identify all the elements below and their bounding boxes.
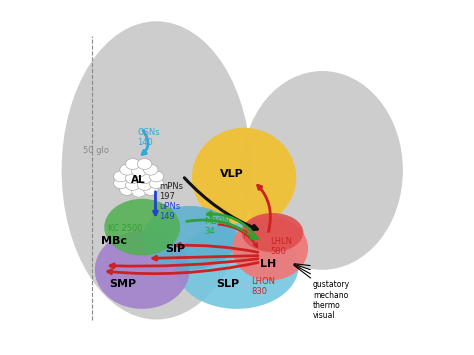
Text: LHLN
580: LHLN 580 xyxy=(270,237,292,256)
Ellipse shape xyxy=(62,21,251,320)
Ellipse shape xyxy=(95,231,190,309)
Circle shape xyxy=(149,171,164,182)
Circle shape xyxy=(126,173,140,184)
Ellipse shape xyxy=(232,217,308,280)
Text: LHON
830: LHON 830 xyxy=(251,277,275,296)
Text: SMP: SMP xyxy=(109,279,137,289)
Text: MBON
34: MBON 34 xyxy=(204,217,230,236)
Ellipse shape xyxy=(175,224,299,309)
Text: gustatory
mechano
thermo
visual: gustatory mechano thermo visual xyxy=(313,280,350,320)
Circle shape xyxy=(132,166,146,177)
Text: LH: LH xyxy=(260,260,276,269)
Text: 50 glo: 50 glo xyxy=(83,146,109,155)
Text: ?: ? xyxy=(241,230,246,240)
Text: SLP: SLP xyxy=(216,279,239,289)
Ellipse shape xyxy=(242,213,303,252)
Text: OSNs
140: OSNs 140 xyxy=(137,128,160,147)
Text: SIP: SIP xyxy=(165,244,185,253)
Ellipse shape xyxy=(104,199,180,256)
Text: mPNs
197: mPNs 197 xyxy=(159,182,183,201)
Text: AL: AL xyxy=(131,175,146,185)
Text: MBc: MBc xyxy=(101,236,127,246)
Circle shape xyxy=(126,180,140,190)
Ellipse shape xyxy=(242,71,403,270)
Text: VLP: VLP xyxy=(220,169,244,179)
Circle shape xyxy=(149,178,164,189)
Circle shape xyxy=(114,178,128,189)
Circle shape xyxy=(120,164,134,175)
Circle shape xyxy=(137,159,152,169)
Circle shape xyxy=(126,159,140,169)
Ellipse shape xyxy=(192,128,296,227)
Ellipse shape xyxy=(142,206,237,270)
Circle shape xyxy=(114,171,128,182)
Circle shape xyxy=(120,185,134,195)
Circle shape xyxy=(132,186,146,197)
Circle shape xyxy=(144,164,158,175)
Text: KC 2500: KC 2500 xyxy=(108,224,143,233)
Circle shape xyxy=(137,180,152,190)
Circle shape xyxy=(144,185,158,195)
Circle shape xyxy=(137,173,152,184)
Text: uPNs
149: uPNs 149 xyxy=(159,202,180,221)
